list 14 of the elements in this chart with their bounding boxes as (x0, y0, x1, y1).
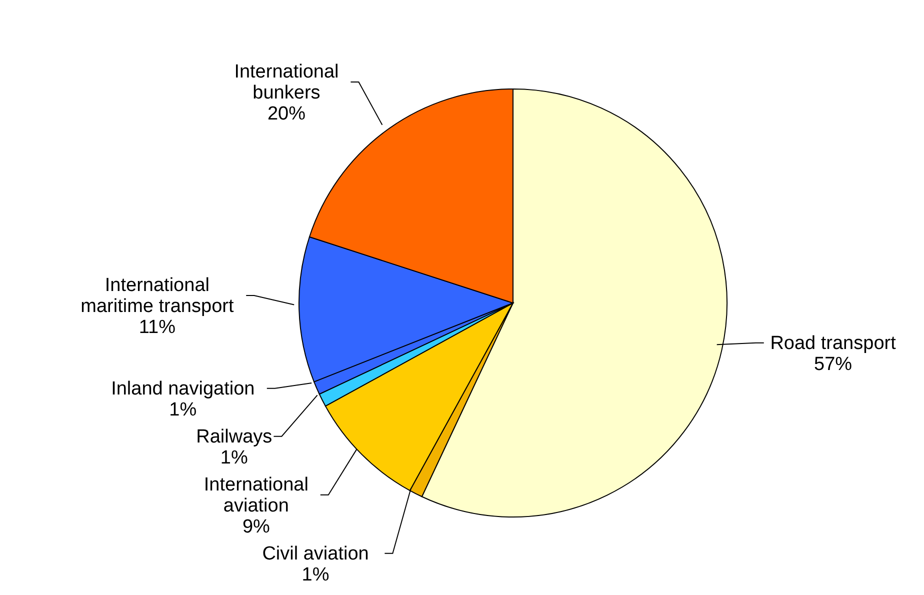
data-label: 1% (169, 399, 197, 420)
data-label: 11% (138, 316, 176, 338)
data-label: 9% (242, 516, 270, 538)
slice-label: International bunkers (234, 61, 339, 104)
data-label: 20% (267, 103, 306, 124)
slice-label: Railways (196, 426, 272, 448)
data-label: 57% (814, 354, 852, 375)
slice-label: International aviation (204, 474, 308, 516)
slice-label: Civil aviation (262, 543, 369, 564)
slice-label: Road transport (770, 332, 897, 354)
slice-label: Inland navigation (111, 378, 255, 400)
data-label: 1% (220, 447, 248, 468)
data-label: 1% (302, 564, 330, 586)
slice-label: International maritime transport (80, 274, 234, 317)
